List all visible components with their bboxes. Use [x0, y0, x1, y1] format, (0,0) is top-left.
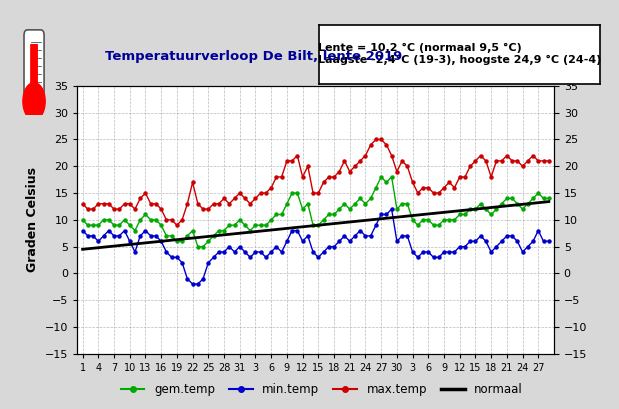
FancyBboxPatch shape — [30, 44, 38, 93]
FancyBboxPatch shape — [24, 30, 44, 99]
FancyBboxPatch shape — [0, 0, 619, 409]
Text: Temperatuurverloop De Bilt, lente 2019: Temperatuurverloop De Bilt, lente 2019 — [105, 50, 402, 63]
Legend: gem.temp, min.temp, max.temp, normaal: gem.temp, min.temp, max.temp, normaal — [116, 378, 527, 401]
Circle shape — [23, 83, 45, 120]
Y-axis label: Graden Celsius: Graden Celsius — [27, 167, 40, 272]
Text: Lente = 10,2 °C (normaal 9,5 °C)
Laagste -2,4°C (19-3), hoogste 24,9 °C (24-4): Lente = 10,2 °C (normaal 9,5 °C) Laagste… — [318, 43, 601, 65]
